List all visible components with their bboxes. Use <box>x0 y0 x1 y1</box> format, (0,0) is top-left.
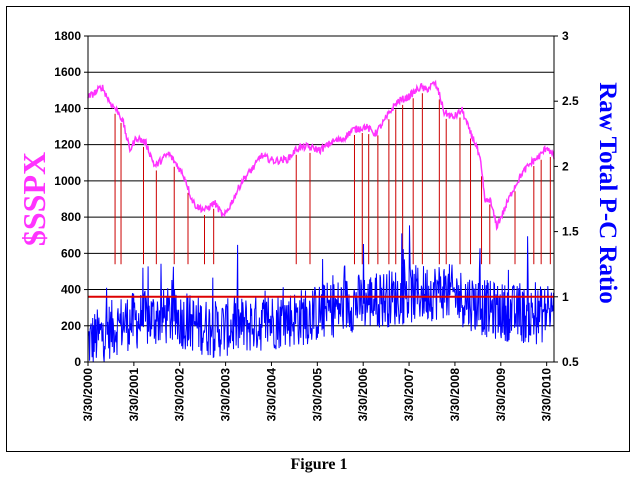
x-tick-label: 3/30/2004 <box>264 368 278 422</box>
x-tick-label: 3/30/2005 <box>310 368 324 422</box>
left-tick-label: 200 <box>61 319 81 333</box>
x-tick-label: 3/30/2001 <box>127 368 141 422</box>
left-tick-label: 0 <box>74 355 81 369</box>
right-tick-label: 2.5 <box>562 94 579 108</box>
left-tick-label: 1800 <box>54 29 81 43</box>
x-tick-label: 3/30/2010 <box>540 368 554 422</box>
pc-ratio-line <box>87 225 555 363</box>
right-tick-label: 1.5 <box>562 225 579 239</box>
right-tick-label: 2 <box>562 159 569 173</box>
left-tick-label: 1000 <box>54 174 81 188</box>
right-tick-label: 1 <box>562 290 569 304</box>
x-tick-label: 3/30/2006 <box>356 368 370 422</box>
plot-area-border <box>87 35 555 363</box>
left-tick-label: 1600 <box>54 65 81 79</box>
left-axis-ticks: 0 200 400 600 800 1000 1200 1400 1600 1800 <box>54 29 88 369</box>
x-tick-label: 3/30/2009 <box>494 368 508 422</box>
right-axis-ticks: 0.5 1 1.5 2 2.5 3 <box>554 29 579 369</box>
x-axis-ticks: 3/30/2000 3/30/2001 3/30/2002 3/30/2003 3/30… <box>81 362 554 421</box>
left-tick-label: 600 <box>61 246 81 260</box>
left-tick-label: 800 <box>61 210 81 224</box>
chart-frame: 0 200 400 600 800 1000 1200 1400 1600 1800 0.5 1 1.… <box>6 6 630 452</box>
left-axis-label: $SSPX <box>16 152 52 246</box>
right-axis-label: Raw Total P-C Ratio <box>594 82 621 304</box>
right-tick-label: 0.5 <box>562 355 579 369</box>
right-tick-label: 3 <box>562 29 569 43</box>
chart: 0 200 400 600 800 1000 1200 1400 1600 1800 0.5 1 1.… <box>16 29 621 421</box>
left-tick-label: 1200 <box>54 138 81 152</box>
left-tick-label: 1400 <box>54 101 81 115</box>
figure-caption: Figure 1 <box>290 456 348 473</box>
signal-lines <box>114 93 551 265</box>
spx-layer <box>87 79 555 231</box>
pc-ratio-layer <box>87 225 555 363</box>
x-tick-label: 3/30/2000 <box>81 368 95 422</box>
x-tick-label: 3/30/2008 <box>448 368 462 422</box>
x-tick-label: 3/30/2003 <box>219 368 233 422</box>
x-tick-label: 3/30/2007 <box>402 368 416 422</box>
left-tick-label: 400 <box>61 283 81 297</box>
x-tick-label: 3/30/2002 <box>173 368 187 422</box>
spx-line <box>87 79 555 231</box>
